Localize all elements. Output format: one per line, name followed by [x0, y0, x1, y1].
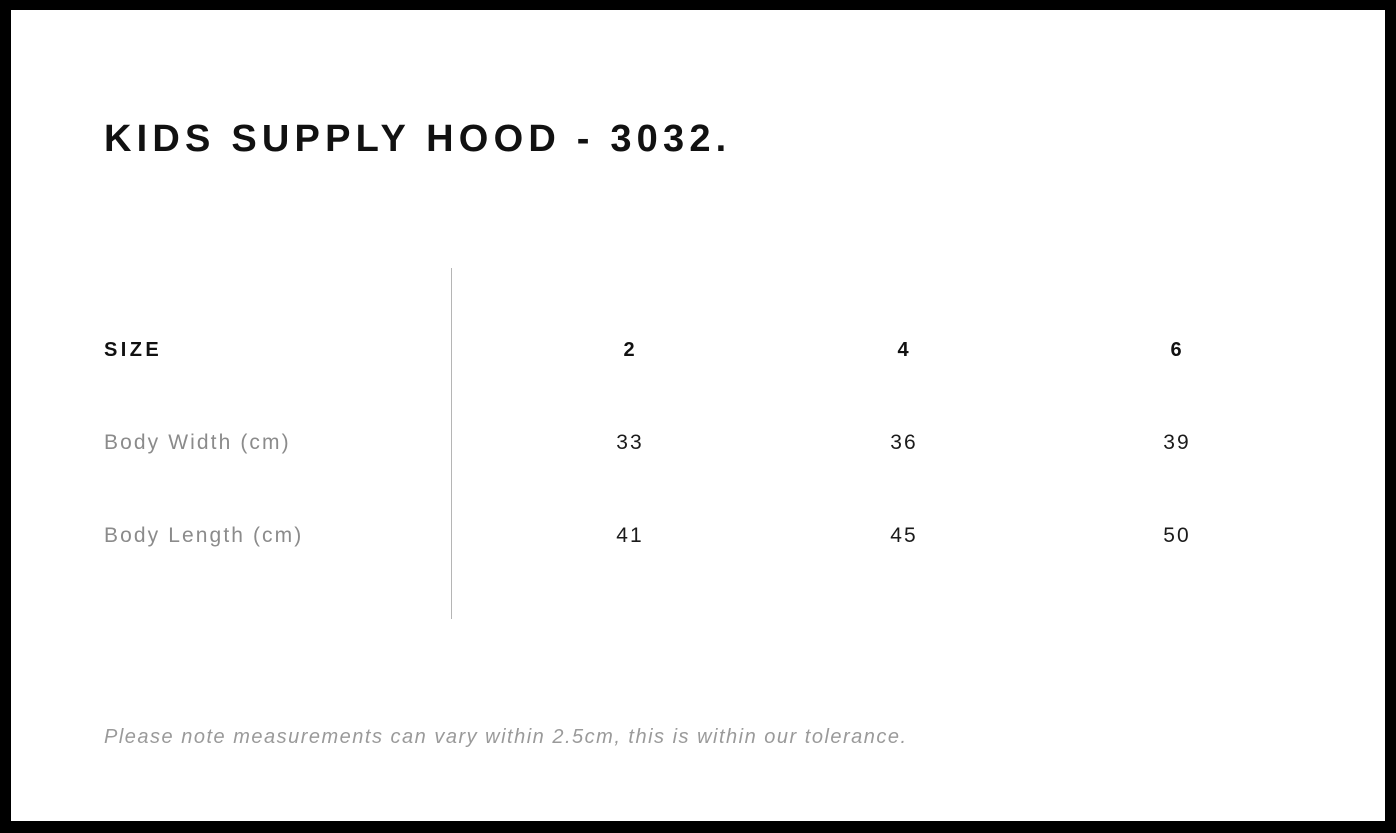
table-cell-body-length-size-4: 45: [890, 524, 918, 547]
table-header-size-0: 2: [623, 338, 637, 361]
table-cell-body-width-size-4: 36: [890, 431, 918, 454]
table-row-label-body-width: Body Width (cm): [104, 431, 291, 454]
table-header-size-label: SIZE: [104, 338, 163, 361]
table-row-label-body-length: Body Length (cm): [104, 524, 304, 547]
table-cell-body-width-size-6: 39: [1163, 431, 1191, 454]
table-header-row: SIZE 2 4 6: [104, 335, 1294, 365]
table-row: Body Length (cm) 41 45 50: [104, 521, 1294, 551]
table-header-size-2: 6: [1170, 338, 1184, 361]
table-header-size-1: 4: [897, 338, 911, 361]
table-column-divider: [451, 268, 452, 619]
table-cell-body-width-size-2: 33: [616, 431, 644, 454]
table-cell-body-length-size-2: 41: [616, 524, 644, 547]
size-guide-card: KIDS SUPPLY HOOD - 3032. SIZE 2 4 6 Body…: [11, 10, 1385, 821]
table-row: Body Width (cm) 33 36 39: [104, 428, 1294, 458]
tolerance-footnote: Please note measurements can vary within…: [104, 726, 908, 748]
page-title: KIDS SUPPLY HOOD - 3032.: [104, 118, 732, 160]
table-cell-body-length-size-6: 50: [1163, 524, 1191, 547]
size-chart-table: SIZE 2 4 6 Body Width (cm) 33 36 39 Body…: [104, 268, 1294, 620]
